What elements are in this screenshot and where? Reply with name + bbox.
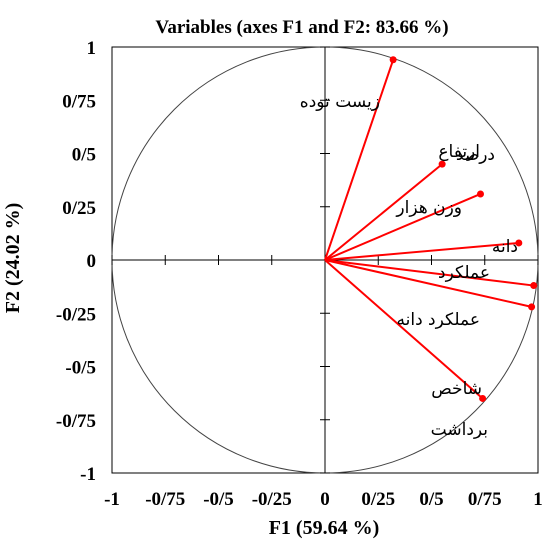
x-tick-label: 1: [533, 489, 543, 510]
variable-label: درصد: [456, 145, 495, 165]
variable-point: [528, 303, 536, 311]
variable-vector: [324, 259, 484, 400]
x-tick-label: 0: [320, 489, 330, 510]
x-tick-label: -1: [104, 489, 120, 510]
variable-label: برداشت: [431, 420, 488, 440]
variable-label: ارتفاع: [438, 142, 480, 162]
variable-vector: [324, 59, 395, 261]
y-tick-label: -0/75: [56, 411, 96, 432]
x-axis-label: F1 (59.64 %): [269, 517, 380, 539]
variable-point: [515, 239, 523, 247]
variable-vector: [324, 193, 481, 261]
y-tick-labels: 1 0/75 0/5 0/25 0 -0/25 -0/5 -0/75 -1: [56, 38, 96, 485]
variable-label: زیست توده: [300, 92, 380, 112]
variable-point: [530, 282, 538, 290]
x-tick-label: 0/5: [419, 489, 443, 510]
variable-vector: [324, 259, 532, 308]
y-tick-label: -0/5: [65, 358, 96, 379]
variable-vectors: [324, 56, 538, 402]
y-tick-label: 0/5: [72, 145, 96, 166]
tick-marks: [111, 46, 539, 474]
variable-vector: [324, 259, 534, 287]
variable-vector: [324, 241, 519, 261]
y-tick-label: 0/25: [62, 198, 96, 219]
variable-label: وزن هزار: [395, 198, 462, 218]
x-tick-label: -0/5: [203, 489, 234, 510]
chart-title: Variables (axes F1 and F2: 83.66 %): [155, 17, 448, 38]
x-tick-label: -0/25: [252, 489, 292, 510]
variable-point: [389, 56, 397, 64]
y-tick-label: 0/75: [62, 91, 96, 112]
x-tick-label: 0/75: [468, 489, 502, 510]
variable-label: شاخص: [431, 379, 482, 399]
y-tick-label: -0/25: [56, 304, 96, 325]
variable-point: [476, 190, 484, 198]
variable-point: [479, 394, 487, 402]
y-axis-label: F2 (24.02 %): [2, 203, 24, 314]
variable-vector: [324, 163, 443, 261]
y-tick-label: -1: [80, 464, 96, 485]
variable-label: عملکرد: [438, 263, 490, 283]
y-tick-label: 1: [87, 38, 97, 59]
x-tick-label: -0/75: [145, 489, 185, 510]
variable-point: [438, 160, 446, 168]
y-tick-label: 0: [87, 251, 97, 272]
x-tick-label: 0/25: [361, 489, 395, 510]
variable-label: دانه: [492, 237, 518, 257]
x-tick-labels: -1 -0/75 -0/5 -0/25 0 0/25 0/5 0/75 1: [104, 489, 543, 510]
variable-label: عملکرد دانه: [397, 310, 480, 330]
